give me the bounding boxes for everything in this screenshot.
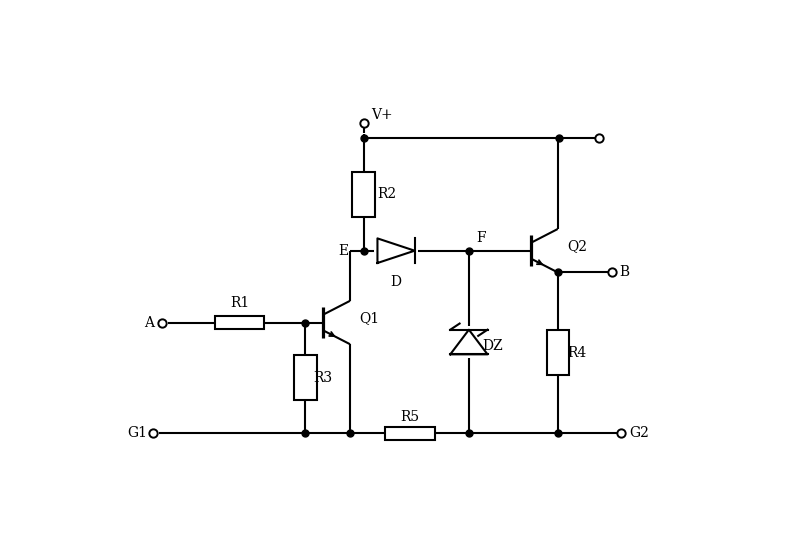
Polygon shape bbox=[450, 330, 487, 354]
Text: DZ: DZ bbox=[482, 339, 503, 353]
Text: B: B bbox=[619, 265, 630, 279]
Text: A: A bbox=[145, 316, 154, 329]
Text: G1: G1 bbox=[128, 426, 148, 440]
Text: R3: R3 bbox=[313, 371, 332, 385]
Text: Q1: Q1 bbox=[359, 311, 379, 326]
Text: F: F bbox=[476, 231, 486, 245]
Text: R5: R5 bbox=[401, 410, 419, 424]
Bar bbox=[214, 316, 264, 329]
Text: V+: V+ bbox=[371, 108, 393, 122]
Bar bbox=[352, 172, 374, 217]
Text: Q2: Q2 bbox=[567, 240, 587, 254]
Bar bbox=[294, 356, 317, 400]
Bar bbox=[386, 427, 435, 440]
Text: D: D bbox=[390, 274, 402, 288]
Text: R1: R1 bbox=[230, 296, 249, 310]
Text: G2: G2 bbox=[629, 426, 649, 440]
Text: R2: R2 bbox=[377, 187, 396, 201]
Text: E: E bbox=[338, 244, 348, 257]
Polygon shape bbox=[378, 238, 414, 263]
Text: R4: R4 bbox=[568, 346, 587, 360]
Bar bbox=[546, 330, 569, 375]
